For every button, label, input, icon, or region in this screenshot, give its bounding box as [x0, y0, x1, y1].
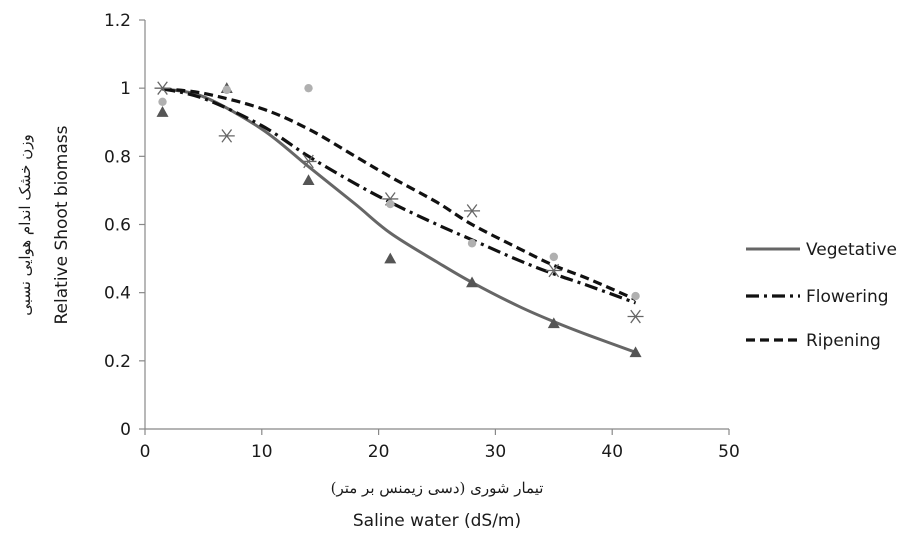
x-axis-title: Saline water (dS/m) — [353, 511, 521, 531]
data-point-ripening — [467, 239, 477, 248]
x-axis-title-farsi: تیمار شوری (دسی زیمنس بر متر) — [331, 479, 544, 497]
data-point-ripening — [304, 83, 313, 93]
y-tick-label: 0.2 — [104, 352, 131, 372]
data-point-flowering — [464, 204, 481, 218]
data-point-ripening — [158, 97, 167, 107]
y-tick-label: 0.4 — [104, 284, 131, 304]
fit-line-ripening — [162, 87, 637, 301]
x-tick-label: 30 — [485, 442, 507, 462]
asterisk-stroke — [630, 309, 641, 324]
legend: Vegetative Flowering Ripening — [746, 240, 897, 351]
asterisk-stroke — [221, 129, 233, 143]
y-tick-label: 1 — [120, 79, 131, 99]
data-point-ripening — [549, 252, 558, 262]
y-tick-label: 1.2 — [104, 11, 131, 31]
x-tick-label: 0 — [140, 442, 151, 462]
data-point-vegetative — [547, 317, 560, 329]
plot-area — [144, 20, 729, 430]
y-axis-title: Relative Shoot biomass — [52, 125, 72, 324]
legend-label-ripening: Ripening — [806, 331, 881, 351]
data-point-vegetative — [629, 346, 642, 358]
y-tick-label: 0.8 — [104, 147, 131, 167]
data-point-ripening — [222, 85, 231, 95]
x-tick-label: 10 — [251, 442, 273, 462]
data-point-flowering — [300, 154, 317, 169]
asterisk-stroke — [466, 204, 478, 218]
x-tick-label: 50 — [718, 442, 740, 462]
x-axis-ticks: 0 10 20 30 40 50 — [140, 429, 740, 462]
x-tick-label: 40 — [601, 442, 623, 462]
asterisk-stroke — [303, 154, 314, 169]
data-point-flowering — [154, 81, 171, 95]
fit-lines — [162, 87, 637, 354]
data-point-vegetative — [466, 276, 479, 288]
data-point-flowering — [218, 129, 235, 143]
fit-line-flowering — [162, 87, 637, 305]
legend-label-vegetative: Vegetative — [806, 240, 897, 260]
data-point-vegetative — [156, 106, 169, 117]
data-point-ripening — [386, 199, 395, 209]
data-point-flowering — [627, 309, 644, 324]
legend-label-flowering: Flowering — [806, 287, 889, 307]
asterisk-stroke — [157, 81, 168, 95]
fit-line-vegetative — [162, 87, 637, 354]
data-point-flowering — [545, 263, 562, 278]
y-tick-label: 0.6 — [104, 216, 131, 236]
x-tick-label: 20 — [368, 442, 390, 462]
data-point-vegetative — [302, 174, 315, 185]
y-axis-ticks: 0 0.2 0.4 0.6 0.8 1 1.2 — [104, 11, 145, 440]
data-point-vegetative — [384, 252, 397, 264]
data-point-ripening — [631, 291, 640, 301]
asterisk-stroke — [548, 263, 560, 278]
data-markers — [154, 81, 644, 358]
y-axis-title-farsi: وزن خشک اندام هوایی نسبی — [16, 134, 34, 315]
y-tick-label: 0 — [120, 420, 131, 440]
